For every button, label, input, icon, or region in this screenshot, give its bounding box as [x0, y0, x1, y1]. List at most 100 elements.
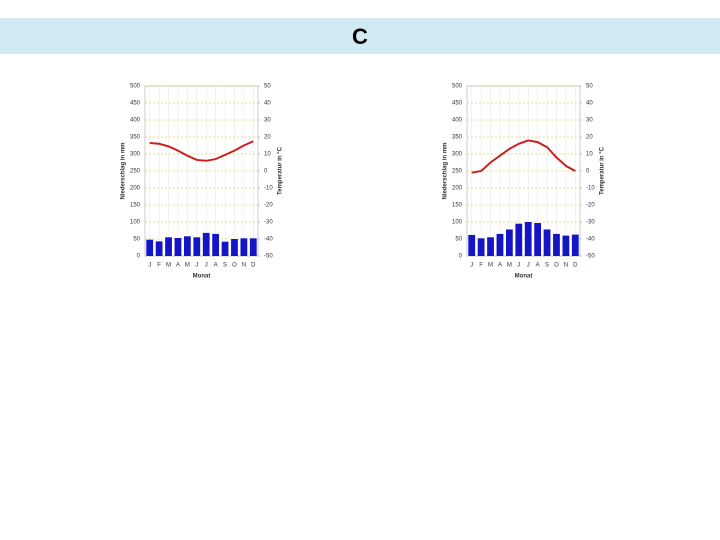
- x-tick-label: J: [205, 263, 208, 269]
- y-tick-label: 350: [452, 135, 463, 141]
- x-tick-label: J: [195, 263, 198, 269]
- y2-tick-label: -10: [586, 186, 595, 192]
- bar: [487, 237, 494, 256]
- bar: [202, 232, 210, 256]
- x-tick-label: M: [185, 263, 190, 269]
- temperature-line: [149, 140, 254, 162]
- y-tick-label: 450: [452, 101, 463, 107]
- x-tick-label: A: [176, 263, 180, 269]
- bar: [524, 222, 532, 256]
- x-tick-label: A: [214, 263, 218, 269]
- y2-tick-label: 50: [586, 84, 593, 90]
- y-tick-label: 0: [137, 254, 141, 260]
- x-tick-label: M: [488, 263, 493, 269]
- y2-axis-label: Temperatur in °C: [600, 146, 606, 195]
- bar: [165, 237, 172, 256]
- y2-tick-label: -50: [264, 254, 273, 260]
- y-tick-label: 200: [452, 186, 463, 192]
- y2-tick-label: 40: [264, 101, 271, 107]
- x-tick-label: N: [564, 263, 568, 269]
- y-tick-label: 350: [130, 135, 141, 141]
- bar: [468, 234, 476, 256]
- x-tick-label: J: [470, 263, 473, 269]
- bar: [146, 239, 154, 256]
- x-tick-label: J: [517, 263, 520, 269]
- bar: [477, 238, 485, 256]
- y2-tick-label: 0: [586, 169, 590, 175]
- y-axis-label: Niederschlag in mm: [121, 142, 127, 199]
- x-tick-label: O: [554, 263, 559, 269]
- header-bar: C: [0, 18, 720, 54]
- y2-tick-label: 20: [586, 135, 593, 141]
- y2-tick-label: 10: [586, 152, 593, 158]
- y-tick-label: 100: [130, 220, 141, 226]
- y-tick-label: 50: [133, 237, 140, 243]
- x-tick-label: A: [536, 263, 540, 269]
- bar: [221, 241, 229, 256]
- y-tick-label: 300: [452, 152, 463, 158]
- bar: [515, 223, 523, 256]
- x-tick-label: M: [507, 263, 512, 269]
- y-axis-label: Niederschlag in mm: [443, 142, 449, 199]
- y2-tick-label: 30: [586, 118, 593, 124]
- y-tick-label: 500: [130, 84, 141, 90]
- x-tick-label: D: [251, 263, 256, 269]
- y2-tick-label: -40: [586, 237, 595, 243]
- x-tick-label: J: [527, 263, 530, 269]
- x-tick-label: M: [166, 263, 171, 269]
- bar: [193, 237, 201, 256]
- y2-tick-label: 50: [264, 84, 271, 90]
- y2-tick-label: 30: [264, 118, 271, 124]
- y2-axis-label: Temperatur in °C: [278, 146, 284, 195]
- y2-tick-label: -10: [264, 186, 273, 192]
- bar: [534, 223, 542, 256]
- y2-tick-label: -40: [264, 237, 273, 243]
- y2-tick-label: -30: [264, 220, 273, 226]
- bar: [571, 234, 579, 256]
- bar: [505, 229, 513, 256]
- y2-tick-label: -50: [586, 254, 595, 260]
- bar: [496, 233, 504, 256]
- x-tick-label: A: [498, 263, 502, 269]
- y2-tick-label: 10: [264, 152, 271, 158]
- bar: [231, 239, 238, 256]
- x-tick-label: S: [545, 263, 549, 269]
- x-tick-label: O: [232, 263, 237, 269]
- x-tick-label: N: [242, 263, 246, 269]
- x-tick-label: D: [573, 263, 578, 269]
- y-tick-label: 250: [130, 169, 141, 175]
- x-axis-label: Monat: [515, 274, 533, 280]
- y2-tick-label: -20: [586, 203, 595, 209]
- y-tick-label: 100: [452, 220, 463, 226]
- temperature-line: [471, 139, 576, 174]
- y-tick-label: 400: [130, 118, 141, 124]
- y-tick-label: 250: [452, 169, 463, 175]
- y-tick-label: 150: [452, 203, 463, 209]
- header-title: C: [352, 24, 368, 49]
- y-tick-label: 50: [455, 237, 462, 243]
- bar: [553, 233, 560, 256]
- bar: [174, 237, 182, 256]
- y2-tick-label: -20: [264, 203, 273, 209]
- bar: [543, 229, 551, 256]
- y-tick-label: 0: [459, 254, 463, 260]
- y2-tick-label: -30: [586, 220, 595, 226]
- bar: [183, 236, 191, 256]
- y2-tick-label: 40: [586, 101, 593, 107]
- y-tick-label: 300: [130, 152, 141, 158]
- y-tick-label: 200: [130, 186, 141, 192]
- x-tick-label: S: [223, 263, 227, 269]
- bar: [212, 233, 220, 256]
- y-tick-label: 450: [130, 101, 141, 107]
- bar: [240, 238, 248, 256]
- x-tick-label: F: [479, 263, 483, 269]
- y2-tick-label: 0: [264, 169, 268, 175]
- x-tick-label: F: [157, 263, 161, 269]
- y2-tick-label: 20: [264, 135, 271, 141]
- y-tick-label: 500: [452, 84, 463, 90]
- bar: [249, 238, 257, 256]
- y-tick-label: 400: [452, 118, 463, 124]
- bar: [155, 241, 163, 256]
